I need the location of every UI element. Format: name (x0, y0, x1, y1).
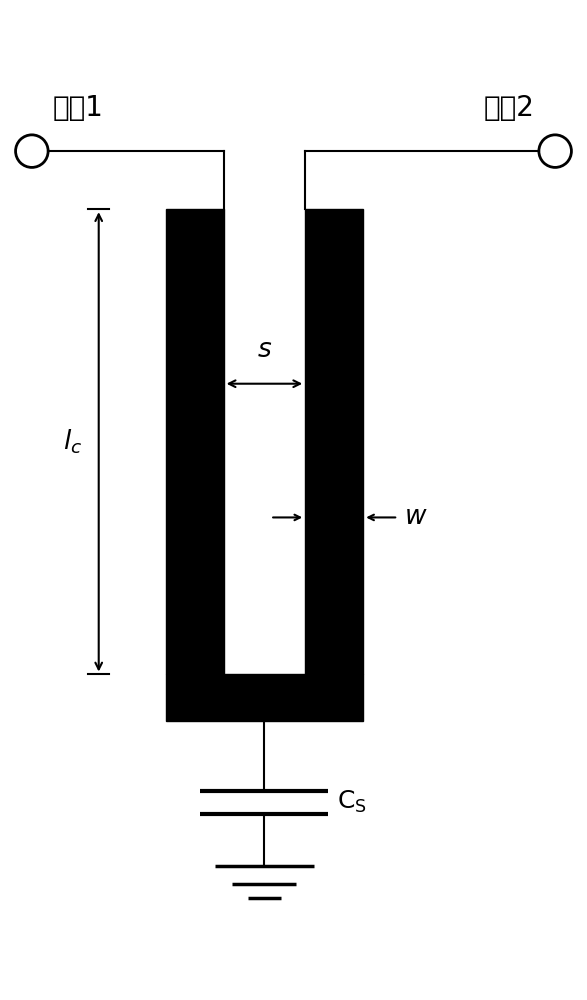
Bar (166, 674, 363, 721)
Text: 端口2: 端口2 (483, 94, 534, 122)
Text: $l_c$: $l_c$ (63, 428, 82, 456)
Bar (305, 209, 363, 674)
Text: $\mathrm{C_S}$: $\mathrm{C_S}$ (337, 789, 367, 815)
Text: 端口1: 端口1 (53, 94, 104, 122)
Bar (166, 209, 224, 674)
Text: $w$: $w$ (404, 504, 427, 530)
Text: $s$: $s$ (257, 337, 272, 363)
